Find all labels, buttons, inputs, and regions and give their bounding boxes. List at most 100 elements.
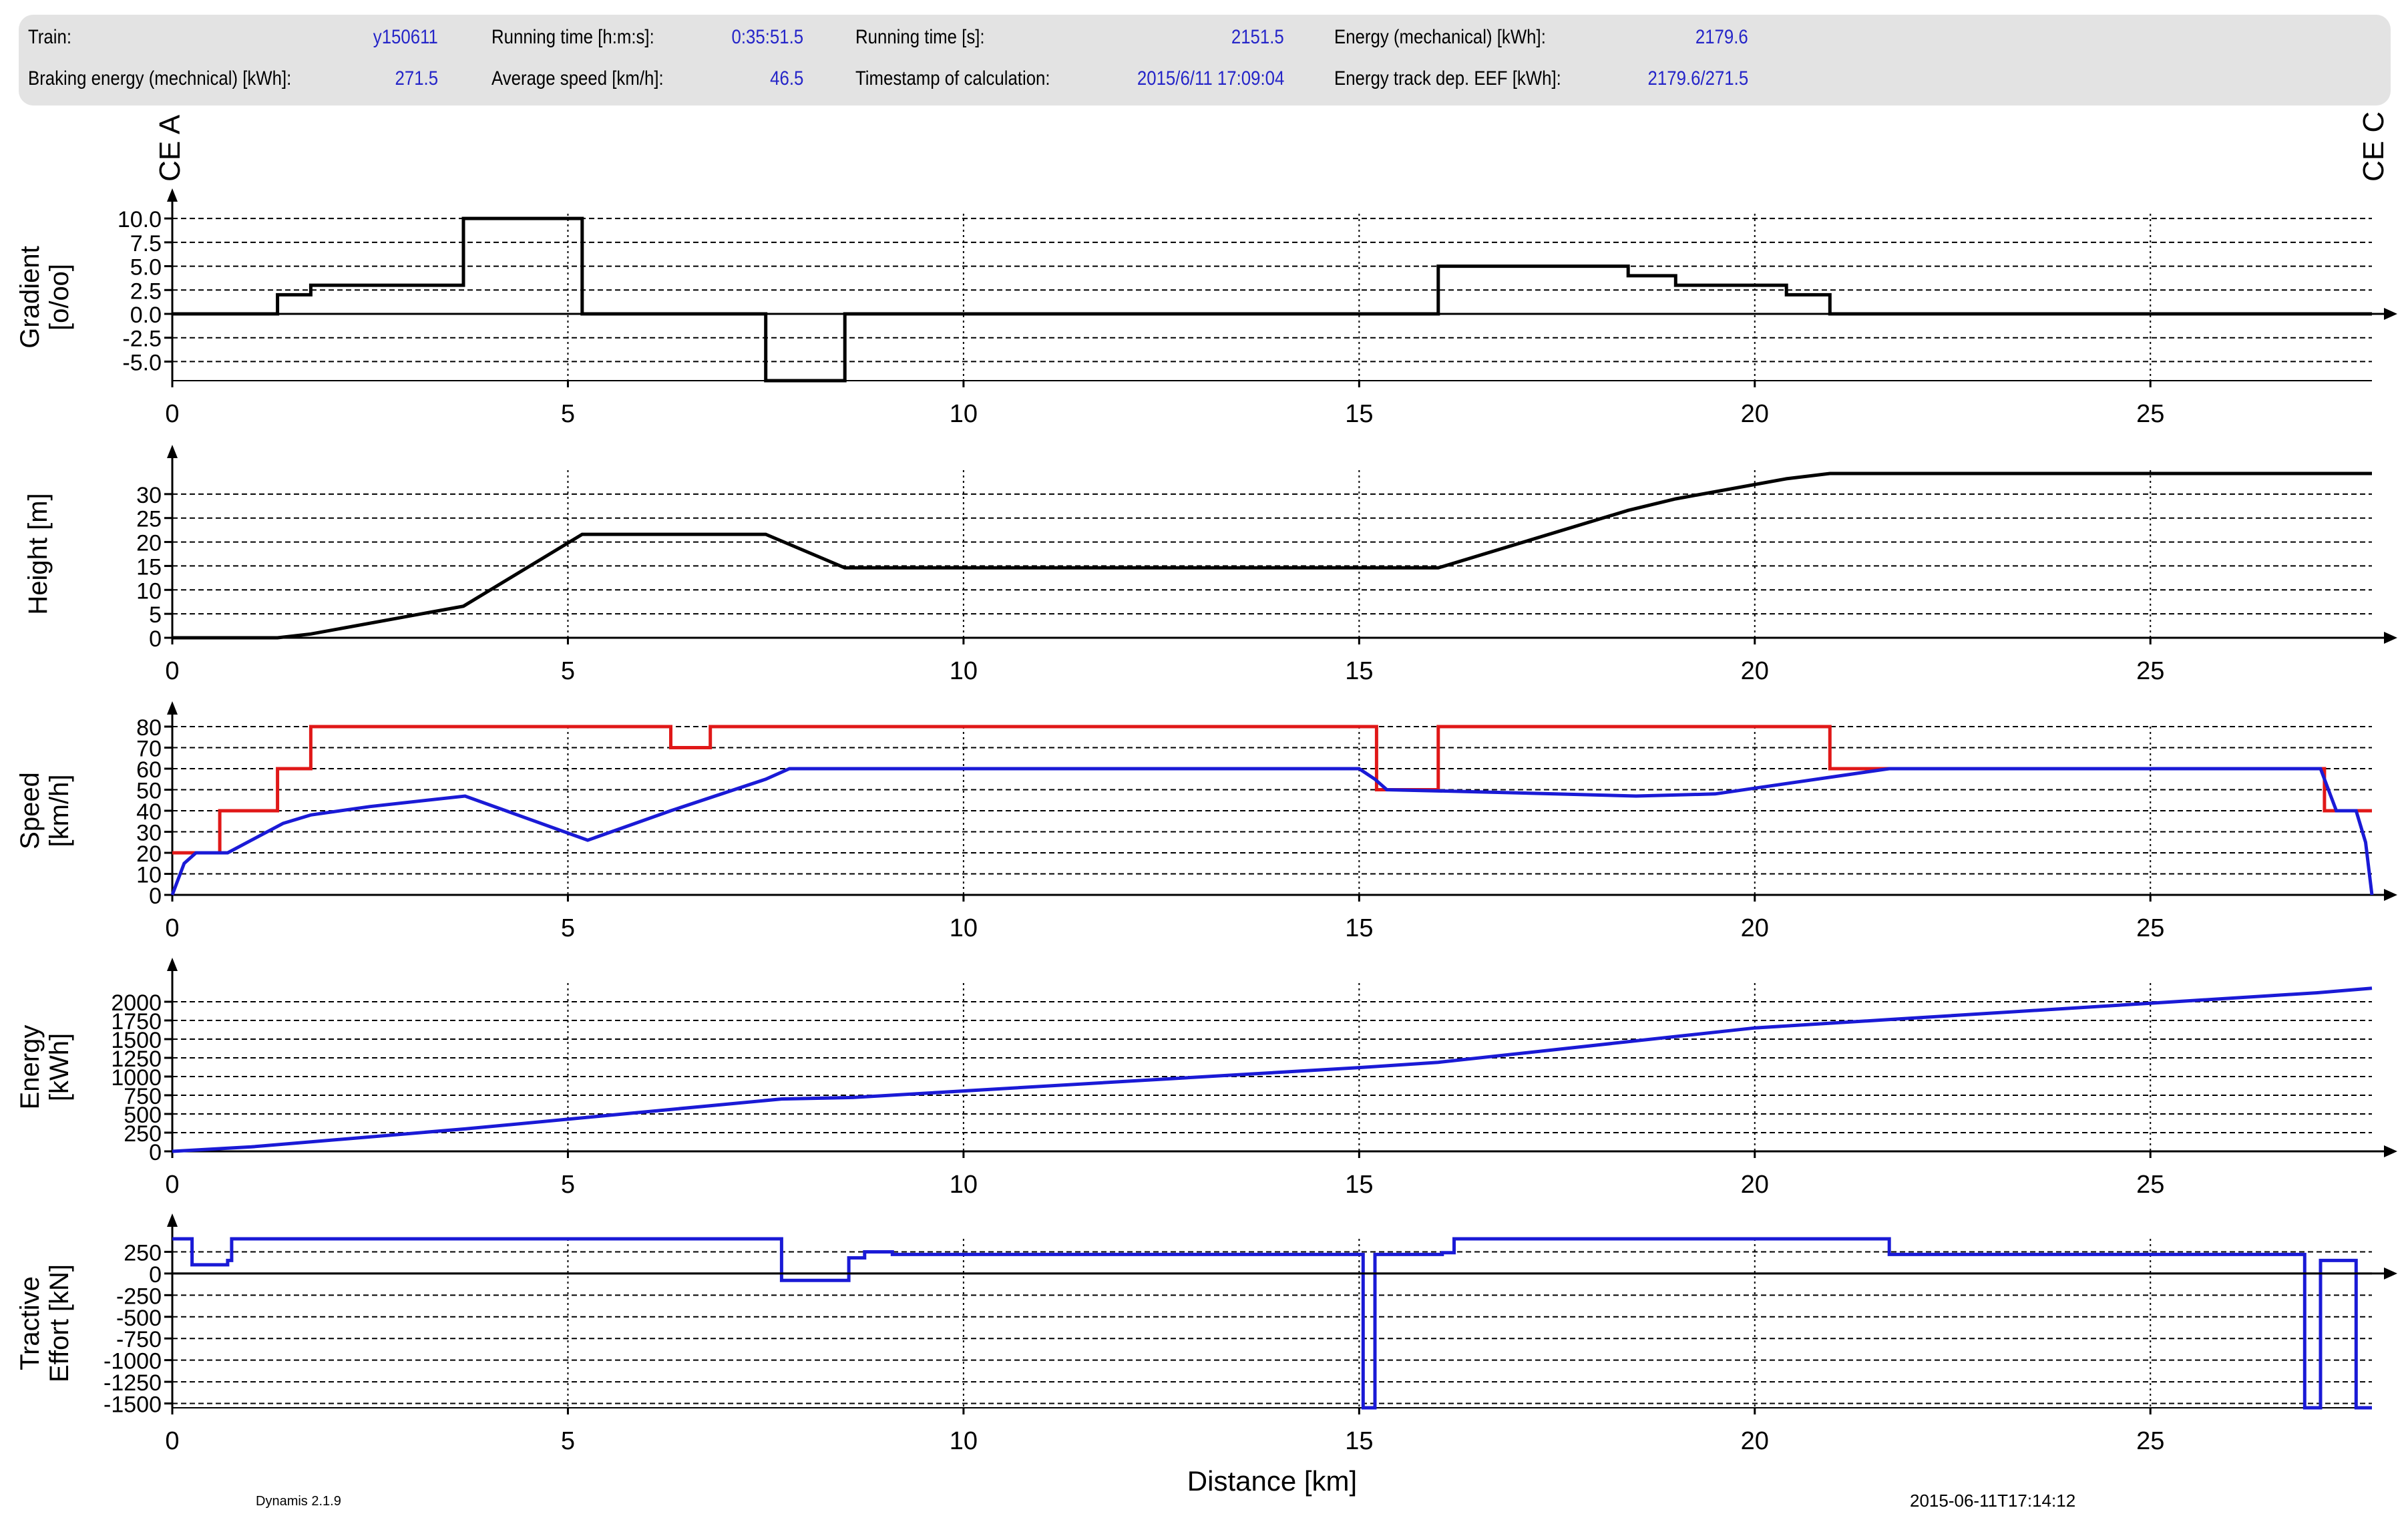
y-tick-label: 500 <box>124 1103 162 1128</box>
y-tick-label: 60 <box>136 757 162 783</box>
y-tick-label: 7.5 <box>130 231 162 256</box>
tractive-effort-series-0 <box>172 1237 2372 1410</box>
y-tick-label: 0 <box>149 1262 162 1288</box>
y-tick-label: 80 <box>136 715 162 741</box>
x-tick-label: 5 <box>561 914 575 942</box>
x-tick-label: 15 <box>1345 1427 1373 1455</box>
y-tick-label: -250 <box>116 1284 162 1309</box>
speed-y-axis-label: Speed[km/h] <box>15 772 74 849</box>
y-tick-label: 0 <box>149 1140 162 1165</box>
x-axis-arrow <box>2384 632 2397 644</box>
gradient-series-0 <box>172 216 2372 383</box>
y-tick-label: 20 <box>136 531 162 556</box>
tractive-effort-y-axis-label: TractiveEffort [kN] <box>15 1264 74 1382</box>
x-tick-label: 15 <box>1345 657 1373 685</box>
y-tick-label: 5.0 <box>130 255 162 280</box>
y-tick-label: 1250 <box>111 1046 162 1072</box>
x-axis-arrow <box>2384 308 2397 320</box>
info-value: y150611 <box>373 26 438 48</box>
y-tick-label: -750 <box>116 1327 162 1352</box>
x-tick-label: 0 <box>165 1427 179 1455</box>
info-label: Average speed [km/h]: <box>491 67 664 89</box>
x-tick-label: 20 <box>1741 1171 1769 1199</box>
y-tick-label: 10 <box>136 863 162 888</box>
x-tick-label: 25 <box>2136 400 2164 428</box>
x-tick-label: 10 <box>950 914 978 942</box>
x-tick-label: 15 <box>1345 400 1373 428</box>
y-axis-arrow <box>167 701 178 715</box>
info-value: 46.5 <box>769 67 803 89</box>
x-tick-label: 20 <box>1741 400 1769 428</box>
speed-series-0 <box>172 725 2372 855</box>
x-tick-label: 5 <box>561 657 575 685</box>
x-tick-label: 5 <box>561 1171 575 1199</box>
info-value: 2179.6/271.5 <box>1647 67 1748 89</box>
y-axis-arrow <box>167 1213 178 1227</box>
y-tick-label: 0 <box>149 626 162 652</box>
y-tick-label: 750 <box>124 1084 162 1109</box>
x-tick-label: 0 <box>165 1171 179 1199</box>
plot-timestamp: 2015-06-11T17:14:12 <box>1910 1491 2076 1511</box>
y-tick-label: 250 <box>124 1121 162 1147</box>
gradient-chart: 10.07.55.02.50.0-2.5-5.00 5 10 15 20 25 Gradie… <box>15 188 2397 428</box>
info-label: Running time [s]: <box>855 26 985 48</box>
y-tick-label: -1000 <box>104 1349 162 1374</box>
info-label: Energy track dep. EEF [kWh]: <box>1334 67 1561 89</box>
y-tick-label: 15 <box>136 554 162 580</box>
x-tick-label: 25 <box>2136 914 2164 942</box>
y-tick-label: 0 <box>149 884 162 909</box>
y-tick-label: 2000 <box>111 990 162 1016</box>
y-axis-arrow <box>167 188 178 202</box>
train-info-panel: Train: y150611 Running time [h:m:s]: 0:35:5… <box>19 15 2391 106</box>
software-version: Dynamis 2.1.9 <box>256 1494 341 1509</box>
height-series-0 <box>172 471 2372 640</box>
x-tick-label: 15 <box>1345 1171 1373 1199</box>
info-label: Energy (mechanical) [kWh]: <box>1334 26 1546 48</box>
y-tick-label: -1500 <box>104 1392 162 1418</box>
info-value: 271.5 <box>395 67 438 89</box>
y-tick-label: 0.0 <box>130 303 162 328</box>
x-tick-label: 0 <box>165 400 179 428</box>
x-tick-label: 5 <box>561 400 575 428</box>
y-tick-label: 5 <box>149 602 162 628</box>
x-axis-arrow <box>2384 1145 2397 1157</box>
y-axis-arrow <box>167 445 178 458</box>
y-tick-label: -2.5 <box>122 327 162 352</box>
x-tick-label: 20 <box>1741 1427 1769 1455</box>
y-tick-label: 25 <box>136 507 162 532</box>
y-tick-label: 20 <box>136 841 162 867</box>
x-tick-label: 10 <box>950 1427 978 1455</box>
info-value: 2015/6/11 17:09:04 <box>1137 67 1284 89</box>
x-axis-arrow <box>2384 1267 2397 1280</box>
x-tick-label: 5 <box>561 1427 575 1455</box>
y-tick-label: -500 <box>116 1306 162 1331</box>
y-tick-label: -5.0 <box>122 350 162 375</box>
x-axis-arrow <box>2384 889 2397 901</box>
y-tick-label: 70 <box>136 737 162 762</box>
x-tick-label: 0 <box>165 914 179 942</box>
y-tick-label: 50 <box>136 779 162 804</box>
x-tick-label: 25 <box>2136 1171 2164 1199</box>
y-tick-label: 10.0 <box>118 207 162 232</box>
y-tick-label: 30 <box>136 483 162 508</box>
energy-y-axis-label: Energy[kWh] <box>15 1025 74 1110</box>
x-tick-label: 25 <box>2136 657 2164 685</box>
x-tick-label: 20 <box>1741 914 1769 942</box>
info-label: Running time [h:m:s]: <box>491 26 654 48</box>
y-tick-label: 1500 <box>111 1028 162 1053</box>
y-tick-label: 10 <box>136 578 162 604</box>
info-label: Timestamp of calculation: <box>855 67 1050 89</box>
info-label: Braking energy (mechnical) [kWh]: <box>28 67 292 89</box>
y-tick-label: 30 <box>136 821 162 846</box>
y-tick-label: 250 <box>124 1240 162 1266</box>
info-value: 2179.6 <box>1695 26 1748 48</box>
x-tick-label: 15 <box>1345 914 1373 942</box>
y-axis-arrow <box>167 958 178 971</box>
info-label: Train: <box>28 26 71 48</box>
y-tick-label: 2.5 <box>130 278 162 304</box>
